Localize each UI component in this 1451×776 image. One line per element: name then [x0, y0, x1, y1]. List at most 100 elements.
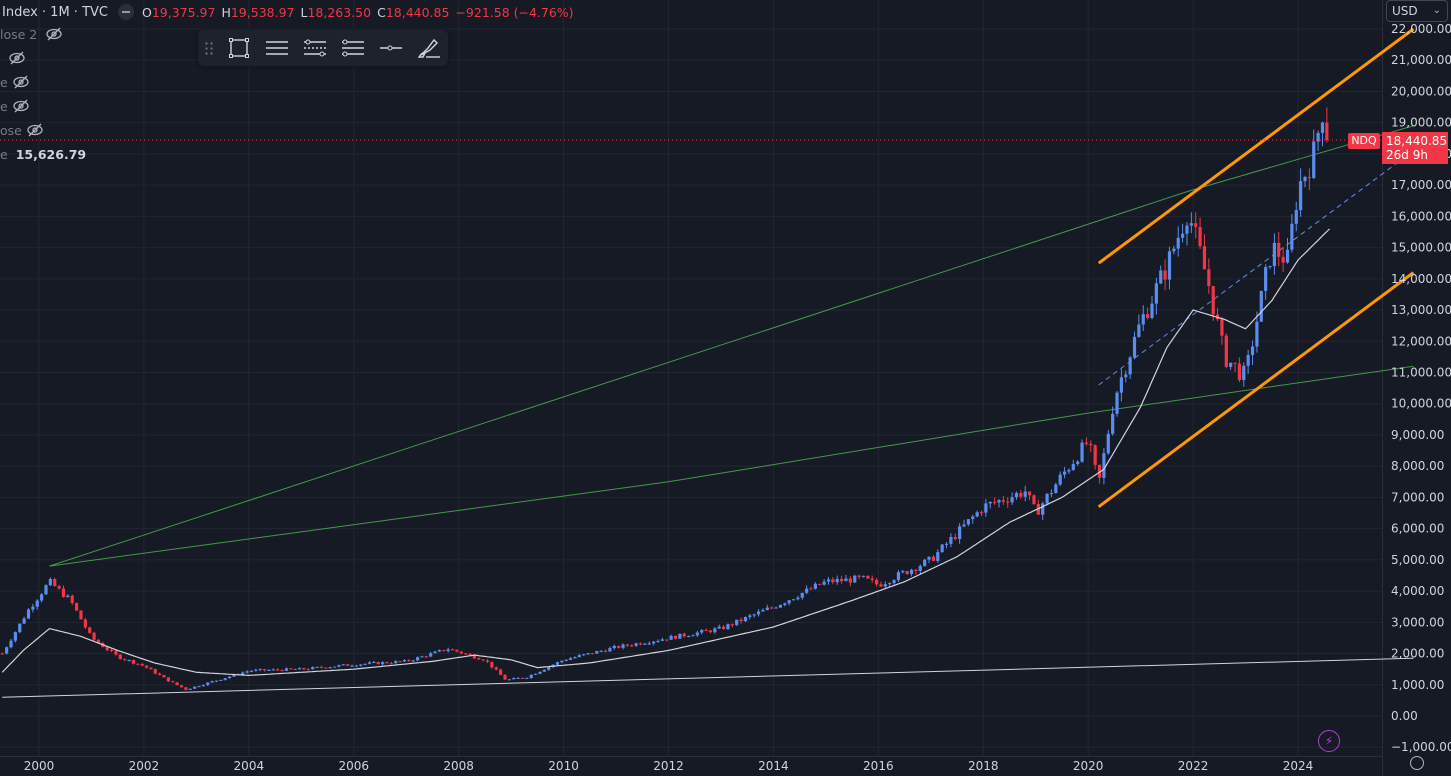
study-row-3[interactable]: e [0, 72, 30, 92]
candle-body [140, 664, 144, 666]
candle-body [254, 669, 258, 671]
text-lines-icon [266, 41, 288, 55]
y-tick-label: 8,000.00 [1391, 459, 1444, 473]
candle-body [459, 651, 463, 654]
study-row-4[interactable]: e [0, 96, 30, 116]
candle-body [276, 669, 280, 671]
study-label: e [0, 98, 8, 114]
candle-body [1277, 242, 1281, 257]
candle-body [979, 512, 984, 514]
candle-body [131, 660, 136, 664]
candle-body [1076, 461, 1080, 465]
candle-body [433, 651, 437, 654]
y-tick-label: 4,000.00 [1391, 584, 1444, 598]
gear-icon[interactable] [1410, 756, 1424, 770]
line-dots-tool[interactable] [296, 33, 334, 63]
candle-body [455, 649, 459, 652]
candle-body [695, 632, 699, 636]
candle-body [923, 559, 927, 567]
study-row-5[interactable]: ose [0, 120, 44, 140]
candle-body [1211, 286, 1215, 315]
candle-body [831, 579, 835, 583]
candle-body [249, 670, 254, 672]
study-row-2[interactable] [0, 48, 26, 68]
eye-off-icon[interactable] [26, 123, 44, 137]
x-tick-label: 2024 [1283, 759, 1314, 773]
brush-tool[interactable] [410, 33, 448, 63]
candle-body [127, 660, 131, 662]
x-tick-label: 2006 [338, 759, 369, 773]
candle-body [673, 635, 678, 639]
candle-body [599, 650, 603, 652]
brush-icon [417, 38, 440, 58]
candle-body [608, 648, 612, 652]
eye-off-icon[interactable] [45, 27, 63, 41]
candle-body [1146, 314, 1150, 318]
candle-body [385, 662, 389, 664]
candle-body [691, 635, 695, 637]
candle-body [853, 575, 857, 583]
candle-body [1115, 392, 1119, 414]
rectangle-tool[interactable] [220, 33, 258, 63]
candle-body [743, 616, 748, 622]
candle-body [1058, 474, 1062, 485]
candle-body [1159, 270, 1163, 284]
candle-body [1119, 377, 1123, 393]
candle-body [778, 604, 783, 608]
hide-legend-icon[interactable] [117, 4, 134, 20]
candle-body [1054, 484, 1058, 494]
candle-body [179, 685, 184, 688]
candle-body [1224, 335, 1228, 367]
eye-off-icon[interactable] [12, 99, 30, 113]
bolt-icon[interactable]: ⚡ [1318, 730, 1340, 752]
candle-body [1250, 346, 1255, 356]
candle-body [114, 650, 118, 655]
y-tick-label: 0.00 [1391, 709, 1418, 723]
x-tick-label: 2004 [234, 759, 265, 773]
drawing-toolbar [198, 30, 448, 66]
candle-body [1041, 503, 1045, 515]
text-lines-tool[interactable] [258, 33, 296, 63]
x-tick-label: 2002 [129, 759, 160, 773]
candle-body [1093, 445, 1097, 465]
eye-off-icon[interactable] [8, 51, 26, 65]
horizontal-ray-tool[interactable] [372, 33, 410, 63]
candle-body [262, 669, 267, 671]
candle-body [149, 667, 153, 670]
candle-body [83, 619, 87, 628]
candle-body [1299, 181, 1303, 211]
y-tick-label: 20,000.00 [1391, 84, 1451, 98]
candle-body [464, 653, 468, 655]
candle-body [40, 594, 44, 601]
study-row-1[interactable]: lose 2 [0, 24, 63, 44]
grip-icon[interactable] [204, 41, 214, 55]
study-row-6[interactable]: e 15,626.79 [0, 144, 86, 164]
candle-body [1259, 290, 1263, 322]
candle-body [402, 660, 407, 662]
candle-body [1019, 492, 1023, 497]
study-label: e [0, 146, 8, 162]
symbol-title[interactable]: Index · 1M · TVC [2, 4, 108, 20]
candle-body [394, 661, 398, 664]
eye-off-icon[interactable] [12, 75, 30, 89]
candle-body [48, 579, 52, 586]
candle-body [682, 633, 686, 637]
x-tick-label: 2014 [758, 759, 789, 773]
candle-body [721, 626, 726, 630]
currency-select[interactable]: USD ⌄ [1386, 0, 1448, 22]
channel-tool[interactable] [334, 33, 372, 63]
candle-body [765, 607, 769, 611]
candle-body [245, 671, 249, 673]
candle-body [1189, 223, 1193, 226]
candle-body [158, 673, 162, 676]
candle-body [61, 588, 66, 597]
candle-body [1045, 493, 1049, 504]
candle-body [647, 643, 651, 645]
candle-body [214, 680, 219, 682]
moving-average-line [1, 228, 1330, 677]
candle-body [739, 619, 743, 622]
candle-body [993, 501, 997, 503]
candle-body [586, 653, 590, 655]
candle-body [1111, 413, 1115, 434]
